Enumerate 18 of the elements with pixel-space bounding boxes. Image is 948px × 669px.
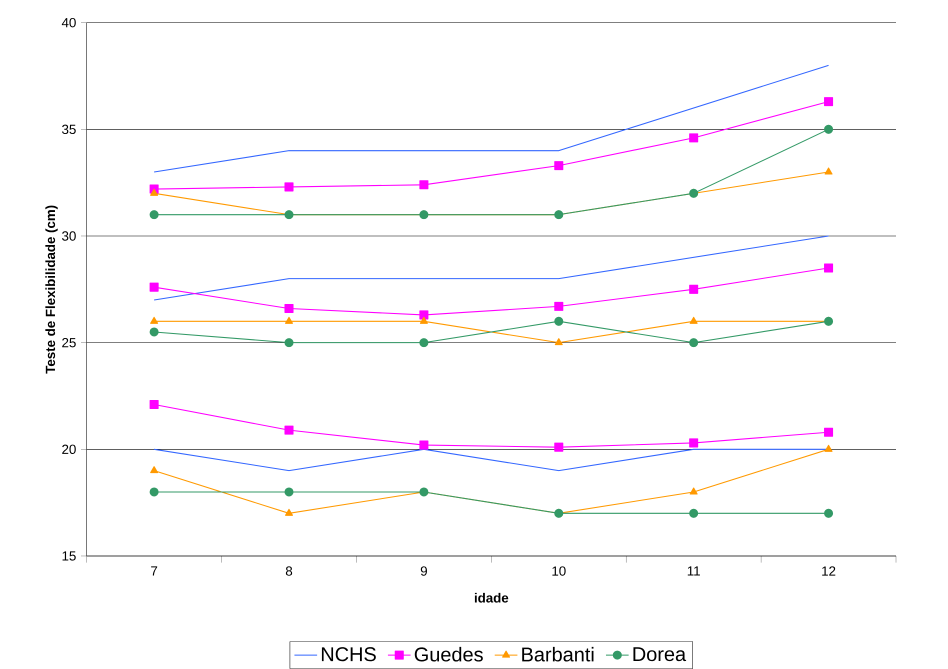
x-tick-label: 8 <box>286 566 292 576</box>
x-tick-label: 7 <box>151 566 158 576</box>
y-tick-label: 15 <box>62 551 76 561</box>
legend-label: Guedes <box>414 646 483 662</box>
legend-label: NCHS <box>322 647 376 662</box>
x-tick-label: 12 <box>822 566 836 576</box>
x-axis-title: idade <box>474 592 508 603</box>
x-tick-label: 11 <box>688 566 700 576</box>
x-tick-label: 9 <box>420 566 427 576</box>
y-tick-label: 30 <box>62 231 76 241</box>
y-axis-title: Teste de Flexibilidade (cm) <box>45 206 58 374</box>
x-tick-label: 10 <box>552 566 566 576</box>
y-tick-label: 20 <box>62 444 76 454</box>
legend-label: Dorea <box>633 647 686 662</box>
y-tick-label: 40 <box>62 18 76 28</box>
y-tick-label: 35 <box>62 124 76 134</box>
legend-label: Barbanti <box>522 646 594 662</box>
y-tick-label: 25 <box>62 338 76 348</box>
